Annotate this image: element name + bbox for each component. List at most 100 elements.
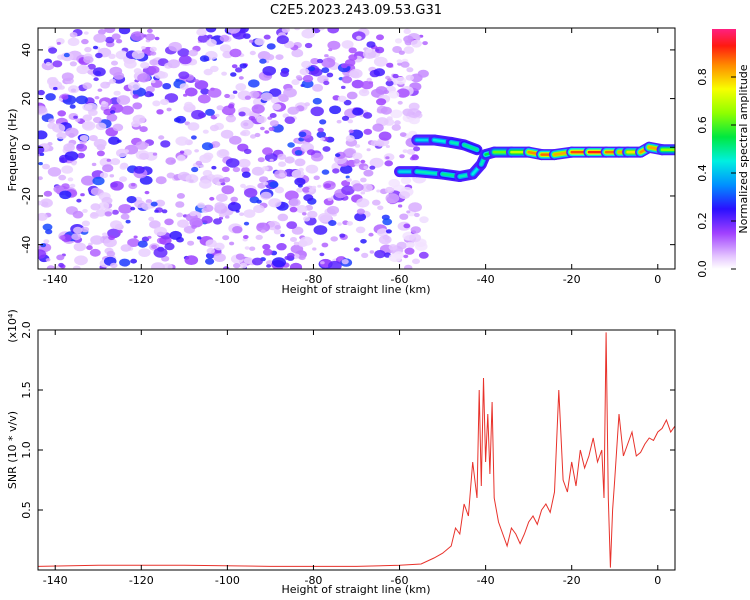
noise-cell	[149, 220, 161, 229]
noise-cell	[284, 190, 299, 201]
noise-cell	[221, 166, 230, 173]
noise-cell	[304, 102, 311, 107]
noise-cell	[376, 98, 387, 106]
noise-cell	[291, 169, 305, 179]
noise-cell	[164, 218, 174, 226]
signal-branch-segment	[462, 143, 479, 151]
noise-cell	[260, 126, 265, 131]
noise-cell	[209, 196, 215, 201]
noise-cell	[324, 54, 329, 58]
noise-cell	[341, 259, 349, 265]
noise-cell	[388, 179, 401, 188]
noise-cell	[87, 69, 94, 75]
noise-cell	[64, 151, 79, 161]
noise-cell	[386, 116, 393, 121]
noise-cell	[201, 142, 214, 151]
noise-cell	[353, 247, 360, 252]
noise-cell	[162, 263, 173, 269]
noise-cell	[187, 240, 195, 246]
noise-cell	[403, 28, 411, 34]
noise-cell	[260, 92, 273, 101]
noise-cell	[218, 149, 229, 157]
noise-cell	[69, 61, 77, 67]
noise-cell	[147, 28, 153, 33]
noise-cell	[363, 169, 374, 177]
noise-cell	[126, 196, 137, 204]
noise-cell	[335, 153, 341, 158]
noise-cell	[276, 35, 289, 45]
noise-cell	[200, 88, 210, 95]
noise-cell	[382, 218, 393, 226]
noise-cell	[38, 89, 45, 96]
noise-cell	[262, 147, 273, 156]
noise-cell	[355, 226, 366, 234]
noise-cell	[219, 34, 230, 42]
noise-cell	[82, 114, 93, 122]
noise-cell	[226, 28, 241, 34]
noise-cell	[400, 61, 410, 68]
noise-cell	[413, 146, 421, 152]
noise-cell	[274, 186, 285, 194]
noise-cell	[303, 194, 314, 202]
noise-cell	[38, 176, 43, 181]
noise-cell	[346, 221, 353, 226]
noise-cell	[412, 258, 420, 265]
noise-cell	[121, 105, 134, 115]
noise-cell	[104, 28, 116, 34]
noise-cell	[105, 36, 115, 44]
noise-cell	[230, 72, 237, 77]
noise-cell	[239, 63, 248, 69]
colorbar-tick-label: 0.0	[696, 260, 709, 278]
noise-cell	[352, 107, 364, 116]
noise-cell	[118, 204, 133, 214]
noise-cell	[341, 85, 346, 89]
noise-cell	[149, 59, 159, 66]
noise-cell	[321, 169, 330, 175]
noise-cell	[175, 201, 185, 208]
noise-cell	[92, 67, 106, 77]
x-tick-label: -140	[43, 574, 68, 587]
noise-cell	[327, 28, 339, 34]
noise-cell	[144, 190, 150, 195]
noise-cell	[328, 48, 333, 52]
x-tick-label: -20	[563, 574, 581, 587]
snr-y-multiplier: (x10⁴)	[6, 309, 19, 343]
noise-cell	[220, 129, 234, 139]
noise-cell	[385, 145, 390, 148]
noise-cell	[302, 186, 311, 193]
noise-cell	[213, 218, 222, 225]
noise-cell	[263, 248, 273, 256]
noise-cell	[203, 152, 214, 160]
noise-cell	[287, 106, 300, 115]
noise-cell	[155, 199, 166, 207]
noise-cell	[154, 36, 160, 41]
noise-cell	[38, 105, 47, 114]
noise-cell	[165, 157, 176, 165]
noise-cell	[160, 140, 171, 148]
noise-cell	[229, 48, 242, 58]
noise-cell	[102, 232, 108, 237]
noise-cell	[207, 88, 222, 98]
noise-cell	[81, 121, 96, 131]
noise-cell	[385, 186, 395, 194]
noise-cell	[219, 178, 225, 183]
noise-cell	[110, 262, 118, 269]
noise-cell	[179, 150, 185, 154]
noise-cell	[307, 210, 318, 219]
noise-cell	[144, 91, 154, 98]
noise-cell	[351, 79, 364, 89]
noise-cell	[135, 141, 148, 150]
noise-cell	[363, 166, 368, 170]
noise-cell	[283, 87, 297, 98]
noise-cell	[81, 175, 95, 186]
noise-cell	[47, 167, 62, 177]
noise-cell	[326, 205, 340, 215]
noise-cell	[46, 265, 55, 269]
snr-x-label: Height of straight line (km)	[281, 583, 430, 596]
noise-cell	[339, 233, 346, 238]
noise-cell	[179, 83, 189, 90]
noise-cell	[318, 212, 332, 223]
noise-cell	[319, 252, 325, 257]
noise-cell	[268, 198, 282, 208]
noise-cell	[270, 97, 281, 104]
